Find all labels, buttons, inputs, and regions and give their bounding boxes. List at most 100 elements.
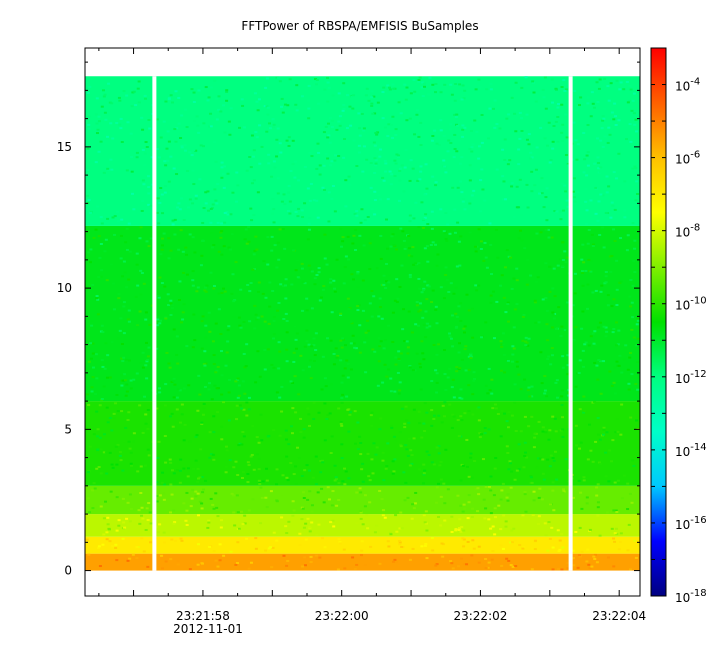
spectrogram-speckle (102, 517, 106, 520)
spectrogram-speckle (448, 403, 452, 406)
spectrogram-speckle (628, 295, 632, 298)
spectrogram-speckle (102, 95, 106, 98)
spectrogram-speckle (256, 350, 260, 353)
spectrogram-speckle (468, 231, 472, 234)
spectrogram-speckle (506, 303, 510, 306)
spectrogram-speckle (164, 560, 168, 563)
spectrogram-speckle (434, 184, 438, 187)
spectrogram-speckle (519, 430, 523, 433)
spectrogram-speckle (492, 290, 496, 293)
spectrogram-speckle (143, 97, 147, 100)
spectrogram-speckle (517, 163, 521, 166)
spectrogram-speckle (606, 304, 610, 307)
spectrogram-speckle (132, 378, 136, 381)
spectrogram-speckle (527, 143, 531, 146)
spectrogram-speckle (212, 243, 216, 246)
spectrogram-speckle (210, 537, 214, 540)
spectrogram-speckle (300, 309, 304, 312)
spectrogram-speckle (527, 337, 531, 340)
spectrogram-speckle (462, 538, 466, 541)
spectrogram-speckle (520, 86, 524, 89)
spectrogram-speckle (318, 164, 322, 167)
spectrogram-speckle (415, 304, 419, 307)
spectrogram-speckle (103, 111, 107, 114)
spectrogram-speckle (321, 355, 325, 358)
spectrogram-speckle (397, 199, 401, 202)
spectrogram-speckle (534, 321, 538, 324)
spectrogram-speckle (227, 246, 231, 249)
spectrogram-speckle (435, 446, 439, 449)
spectrogram-speckle (455, 325, 459, 328)
spectrogram-speckle (627, 380, 631, 383)
spectrogram-speckle (443, 349, 447, 352)
spectrogram-speckle (113, 215, 117, 218)
spectrogram-speckle (551, 415, 555, 418)
spectrogram-speckle (560, 325, 564, 328)
spectrogram-speckle (328, 117, 332, 120)
spectrogram-speckle (272, 337, 276, 340)
spectrogram-speckle (398, 541, 402, 544)
spectrogram-speckle (175, 335, 179, 338)
spectrogram-speckle (561, 259, 565, 262)
spectrogram-speckle (231, 273, 235, 276)
spectrogram-speckle (118, 329, 122, 332)
spectrogram-speckle (439, 478, 443, 481)
spectrogram-speckle (450, 386, 454, 389)
spectrogram-speckle (420, 291, 424, 294)
spectrogram-speckle (121, 275, 125, 278)
spectrogram-speckle (595, 486, 599, 489)
spectrogram-speckle (424, 522, 428, 525)
spectrogram-speckle (458, 527, 462, 530)
spectrogram-speckle (148, 541, 152, 544)
spectrogram-speckle (381, 509, 385, 512)
spectrogram-speckle (418, 309, 422, 312)
spectrogram-speckle (104, 238, 108, 241)
spectrogram-speckle (518, 178, 522, 181)
spectrogram-speckle (561, 389, 565, 392)
spectrogram-speckle (544, 196, 548, 199)
spectrogram-speckle (459, 504, 463, 507)
spectrogram-speckle (97, 150, 101, 153)
spectrogram-speckle (149, 97, 153, 100)
spectrogram-speckle (106, 167, 110, 170)
spectrogram-speckle (166, 215, 170, 218)
spectrogram-speckle (261, 480, 265, 483)
spectrogram-speckle (194, 459, 198, 462)
spectrogram-speckle (203, 350, 207, 353)
spectrogram-speckle (208, 431, 212, 434)
spectrogram-speckle (538, 216, 542, 219)
spectrogram-speckle (472, 547, 476, 550)
spectrogram-speckle (607, 480, 611, 483)
spectrogram-speckle (510, 182, 514, 185)
spectrogram-speckle (315, 78, 319, 81)
spectrogram-speckle (343, 483, 347, 486)
spectrogram-speckle (317, 267, 321, 270)
spectrogram-speckle (301, 565, 305, 568)
spectrogram-speckle (245, 537, 249, 540)
spectrogram-speckle (232, 300, 236, 303)
spectrogram-speckle (472, 371, 476, 374)
spectrogram-speckle (346, 235, 350, 238)
spectrogram-speckle (196, 409, 200, 412)
spectrogram-speckle (209, 207, 213, 210)
spectrogram-speckle (308, 365, 312, 368)
spectrogram-speckle (386, 540, 390, 543)
spectrogram-speckle (169, 511, 173, 514)
spectrogram-speckle (139, 226, 143, 229)
spectrogram-speckle (172, 379, 176, 382)
spectrogram-speckle (191, 279, 195, 282)
spectrogram-speckle (560, 103, 564, 106)
spectrogram-speckle (573, 292, 577, 295)
spectrogram-speckle (145, 507, 149, 510)
spectrogram-speckle (128, 520, 132, 523)
spectrogram-speckle (403, 166, 407, 169)
spectrogram-speckle (524, 344, 528, 347)
spectrogram-speckle (526, 344, 530, 347)
spectrogram-speckle (95, 295, 99, 298)
spectrogram-speckle (130, 156, 134, 159)
spectrogram-speckle (248, 320, 252, 323)
spectrogram-speckle (412, 408, 416, 411)
spectrogram-speckle (474, 245, 478, 248)
spectrogram-speckle (85, 279, 89, 282)
colorbar-tick-label: 10-8 (675, 223, 700, 240)
